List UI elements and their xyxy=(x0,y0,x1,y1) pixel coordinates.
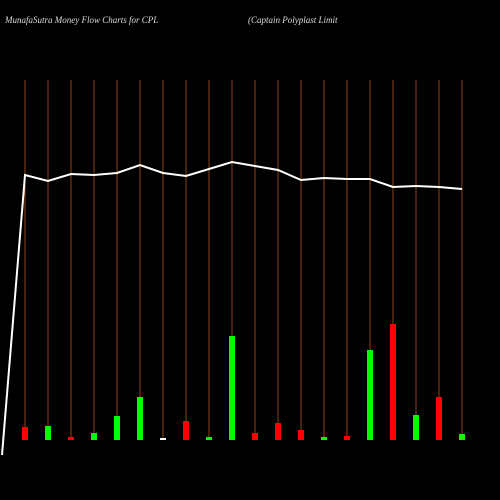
chart-subtitle: (Captain Polyplast Limit xyxy=(248,15,338,25)
bar xyxy=(160,438,166,440)
money-flow-line xyxy=(1,160,463,456)
bar xyxy=(436,397,442,440)
bar xyxy=(413,415,419,440)
bar xyxy=(183,421,189,440)
bar xyxy=(298,430,304,440)
chart-title: MunafaSutra Money Flow Charts for CPL xyxy=(4,15,158,25)
bar xyxy=(206,437,212,440)
bar xyxy=(22,427,28,440)
bar xyxy=(91,433,97,440)
bar xyxy=(114,416,120,440)
bar xyxy=(45,426,51,440)
bar xyxy=(252,433,258,440)
bar xyxy=(367,350,373,440)
bar xyxy=(68,437,74,440)
bar xyxy=(459,434,465,440)
bar xyxy=(321,437,327,440)
bar xyxy=(390,324,396,440)
bar xyxy=(137,397,143,440)
bar xyxy=(275,423,281,440)
bar xyxy=(344,436,350,440)
bar xyxy=(229,336,235,440)
